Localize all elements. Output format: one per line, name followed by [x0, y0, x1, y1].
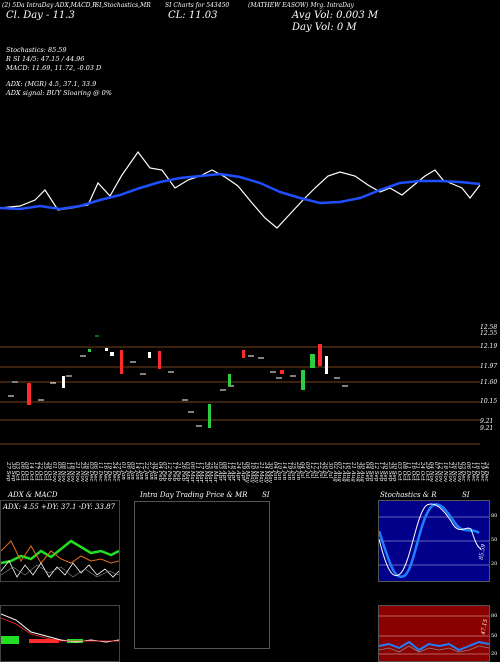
rsi-level-label: 80 [491, 613, 498, 619]
adx-panel: ADX: 4.55 +DY: 37.1 -DY: 33.87 [0, 500, 120, 582]
price-level-lines [0, 346, 480, 445]
price-label: 12.55 [480, 330, 498, 337]
rsi-level-label: 50 [491, 633, 498, 639]
price-label: 11.60 [480, 379, 498, 386]
header-line1-b: SI,Stochastics,MR [95, 2, 151, 9]
header-day-close: Cl. Day - 11.3 [6, 10, 75, 21]
header-close: CL: 11.03 [168, 10, 218, 21]
adx-panel-chart [1, 539, 119, 578]
macd-readout: MACD: 11.69, 11.72, -0.03 D [6, 64, 102, 72]
price-label: 10.15 [480, 398, 498, 405]
mrsi-title-si: SI [262, 491, 270, 499]
stoch-title: Stochastics & R [380, 491, 437, 499]
mrsi-title: Intra Day Trading Price & MR [140, 491, 248, 499]
price-label: 12.58 [480, 324, 498, 331]
blue-average-line [0, 172, 481, 211]
date-label: 24 Dec [482, 462, 490, 498]
header-line1-c: SI Charts for 543450 [165, 2, 230, 9]
main-chart [0, 150, 481, 445]
rsi-panel: 47.15 80 50 20 [378, 605, 497, 662]
price-label: 11.97 [480, 363, 498, 370]
header-line1-d: (MATHEW EASOW) Mrg. IntraDay [248, 2, 354, 9]
header-line1-a: (2) 5Da IntraDay ADX,MACD,R [2, 2, 97, 9]
macd-panel-chart [1, 613, 119, 644]
header-day-vol: Day Vol: 0 M [292, 22, 357, 33]
white-indicator-line [0, 150, 481, 229]
stoch-level-label: 50 [491, 537, 498, 543]
rsi-readout: R SI 14/5: 47.15 / 44.96 [6, 55, 85, 63]
adx-readout: ADX: (MGR) 4.5, 37.1, 33.9 [6, 80, 97, 88]
stochastics-readout: Stochastics: 85.59 [6, 46, 67, 54]
stochastics-panel: 85.59 80 50 20 [378, 500, 497, 582]
price-candles [8, 335, 348, 428]
price-label: 9.21 [480, 425, 494, 432]
date-label-text: 24 Dec [483, 462, 490, 482]
intraday-mrsi-panel [134, 501, 270, 649]
macd-panel [0, 605, 120, 662]
adx-panel-readout: ADX: 4.55 +DY: 37.1 -DY: 33.87 [3, 503, 116, 511]
header-avg-vol: Avg Vol: 0.003 M [292, 10, 379, 21]
price-label: 12.19 [480, 343, 498, 350]
rsi-panel-chart [379, 615, 489, 655]
price-label: 9.21 [480, 418, 494, 425]
adx-signal-readout: ADX signal: BUY Sloaring @ 0% [6, 89, 112, 97]
stoch-title-si: SI [462, 491, 470, 499]
stoch-level-label: 80 [491, 513, 498, 519]
adx-macd-title: ADX & MACD [8, 491, 58, 499]
stoch-level-label: 20 [491, 561, 498, 567]
stochastics-panel-chart [379, 503, 489, 578]
rsi-level-label: 20 [491, 651, 498, 657]
